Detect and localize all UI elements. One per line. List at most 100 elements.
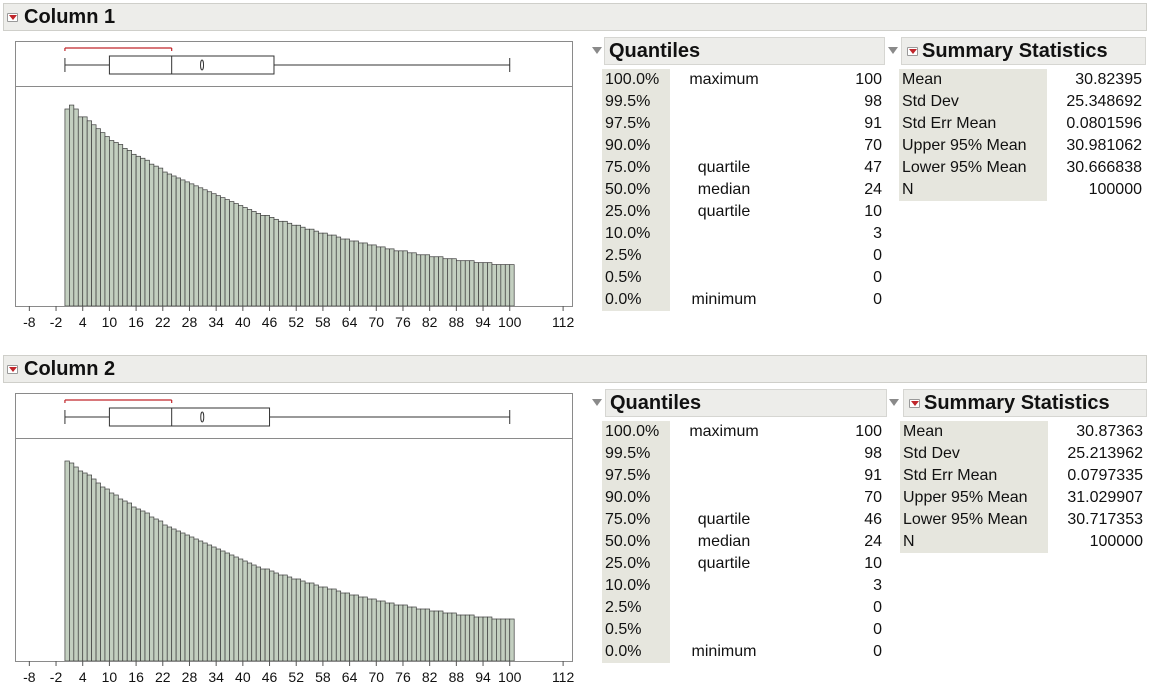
- red-triangle-menu-icon[interactable]: [7, 13, 18, 22]
- histogram-bar: [318, 586, 324, 661]
- histogram-bar: [206, 191, 213, 306]
- red-triangle-menu-icon[interactable]: [907, 47, 918, 56]
- column-2-header[interactable]: Column 2: [3, 355, 1147, 383]
- summary-header-2[interactable]: Summary Statistics: [903, 389, 1147, 417]
- histogram-bar: [131, 506, 137, 661]
- histogram-bar: [447, 258, 453, 306]
- histogram-bar: [300, 580, 306, 661]
- mean-diamond: [200, 411, 205, 423]
- histogram-bar: [113, 142, 119, 306]
- summary-header-1[interactable]: Summary Statistics: [901, 37, 1146, 65]
- histogram-bar: [171, 175, 177, 306]
- quantile-percent: 100.0%: [602, 69, 670, 91]
- histogram-bar: [224, 552, 230, 661]
- histogram-bar: [389, 602, 395, 661]
- summary-table-1: Mean 30.82395 Std Dev 25.348692 Std Err Mean…: [899, 69, 1142, 201]
- x-tick-label: 70: [368, 314, 384, 330]
- x-tick-label: 64: [342, 669, 358, 685]
- quantile-percent: 0.0%: [602, 641, 670, 663]
- histogram-bar: [309, 582, 315, 661]
- histogram-bar: [95, 128, 101, 306]
- histogram-bar: [144, 512, 150, 661]
- histogram-bar: [255, 213, 261, 306]
- disclosure-triangle-icon[interactable]: [889, 399, 899, 406]
- quantiles-header-2[interactable]: Quantiles: [605, 389, 887, 417]
- histogram-1: [64, 104, 515, 306]
- x-axis-ticks-1: -8 -2 4 10 16 22 28 34 40 46 52 58 64 70 76 82 88 94 100 11…: [23, 306, 574, 330]
- x-tick-label: 70: [368, 669, 384, 685]
- quantile-row: 25.0% quartile 10: [602, 201, 882, 223]
- histogram-bar: [358, 242, 364, 306]
- x-tick-label: 112: [552, 669, 575, 685]
- histogram-bar: [362, 596, 368, 661]
- histogram-bar: [144, 159, 150, 306]
- red-triangle-menu-icon[interactable]: [909, 399, 920, 408]
- x-tick-label: 40: [235, 314, 251, 330]
- quantile-label: quartile: [697, 555, 751, 572]
- quantile-value: 3: [873, 225, 882, 242]
- histogram-bar: [242, 560, 248, 661]
- x-tick-label: 16: [128, 314, 144, 330]
- histogram-bar: [117, 144, 124, 306]
- red-triangle-menu-icon[interactable]: [7, 365, 18, 374]
- quantile-percent: 10.0%: [602, 223, 670, 245]
- x-axis-2: -8 -2 4 10 16 22 28 34 40 46 52 58 64 70 76 82 88 94 100 11…: [15, 661, 585, 689]
- histogram-bar: [398, 604, 404, 661]
- histogram-bar: [95, 482, 101, 661]
- quantile-row: 75.0% quartile 46: [602, 509, 882, 531]
- histogram-bar: [198, 540, 204, 661]
- histogram-bar: [491, 264, 497, 306]
- histogram-bar: [264, 215, 270, 306]
- histogram-bar: [233, 556, 239, 661]
- histogram-bar: [380, 600, 386, 661]
- x-tick-label: 64: [342, 314, 358, 330]
- x-tick-label: 10: [102, 314, 118, 330]
- column-1-title: Column 1: [24, 6, 116, 28]
- summary-row: Mean 30.82395: [899, 69, 1142, 91]
- summary-label: Upper 95% Mean: [899, 135, 1047, 157]
- histogram-bar: [260, 568, 266, 661]
- quantile-percent: 2.5%: [602, 245, 670, 267]
- quantiles-header-1[interactable]: Quantiles: [604, 37, 885, 65]
- histogram-bar: [184, 534, 190, 661]
- quantile-value: 0: [873, 247, 882, 264]
- quantile-row: 25.0% quartile 10: [602, 553, 882, 575]
- summary-value: 0.0801596: [1066, 115, 1142, 132]
- histogram-bar: [295, 224, 302, 306]
- histogram-bar: [433, 256, 439, 306]
- histogram-bar: [349, 594, 355, 661]
- histogram-bar: [224, 199, 230, 306]
- histogram-bar: [162, 524, 168, 661]
- x-tick-label: 76: [395, 314, 411, 330]
- histogram-bar: [109, 140, 115, 306]
- disclosure-triangle-icon[interactable]: [888, 47, 898, 54]
- summary-label: Lower 95% Mean: [900, 509, 1048, 531]
- summary-table-2: Mean 30.87363 Std Dev 25.213962 Std Err Mean…: [900, 421, 1143, 553]
- summary-value: 0.0797335: [1067, 467, 1143, 484]
- summary-title-1: Summary Statistics: [922, 40, 1108, 62]
- x-tick-label: 46: [262, 669, 278, 685]
- quantile-row: 50.0% median 24: [602, 531, 882, 553]
- histogram-bar: [86, 120, 92, 306]
- column-1-header[interactable]: Column 1: [3, 3, 1147, 31]
- quantile-label: quartile: [697, 203, 751, 220]
- histogram-bar: [464, 260, 471, 306]
- quantile-value: 0: [873, 291, 882, 308]
- histogram-bar: [175, 530, 181, 661]
- histogram-bar: [393, 250, 399, 306]
- histogram-bar: [117, 498, 124, 661]
- quantile-row: 97.5% 91: [602, 465, 882, 487]
- disclosure-triangle-icon[interactable]: [592, 399, 602, 406]
- histogram-bar: [189, 536, 195, 661]
- x-tick-label: 4: [79, 314, 87, 330]
- histogram-bar: [286, 576, 293, 661]
- histogram-bar: [407, 606, 413, 661]
- histogram-bar: [153, 165, 159, 306]
- disclosure-triangle-icon[interactable]: [592, 47, 602, 54]
- histogram-bar: [442, 258, 448, 306]
- histogram-bar: [384, 602, 390, 661]
- histogram-bar: [487, 262, 493, 306]
- histogram-bar: [255, 566, 261, 661]
- quantile-value: 91: [864, 467, 882, 484]
- quantile-row: 0.5% 0: [602, 267, 882, 289]
